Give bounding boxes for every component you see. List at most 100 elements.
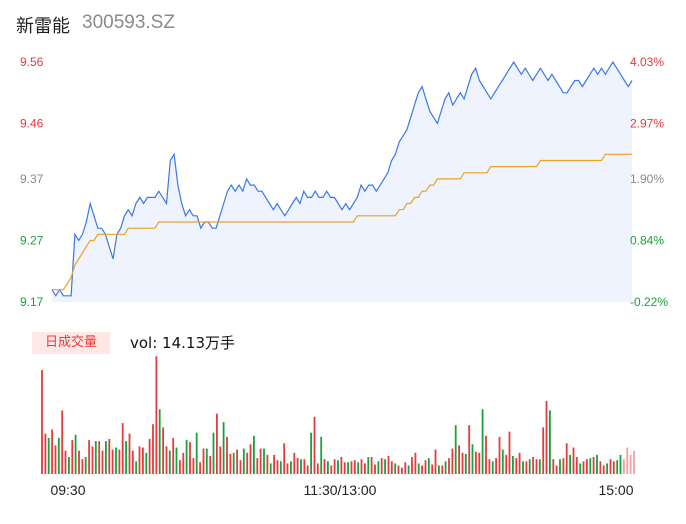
volume-bar [219, 446, 222, 474]
volume-bar [407, 465, 410, 474]
volume-bar [44, 433, 47, 474]
volume-bar [569, 454, 571, 474]
volume-bar [266, 454, 269, 474]
volume-bar [411, 457, 413, 474]
volume-bar [626, 447, 629, 474]
volume-bar [327, 461, 329, 474]
volume-bar [525, 461, 528, 474]
volume-bar [498, 436, 501, 474]
volume-bar [518, 452, 521, 474]
volume-bar [41, 370, 43, 474]
volume-bar [330, 465, 333, 474]
stock-code: 300593.SZ [82, 12, 175, 33]
volume-bar [552, 459, 555, 474]
volume-bar [320, 436, 323, 474]
volume-bar [360, 459, 363, 474]
volume-bar [478, 452, 481, 474]
volume-bar [179, 460, 181, 474]
volume-bar [612, 461, 615, 474]
volume-bar [481, 409, 484, 474]
volume-bar [111, 449, 114, 474]
volume-bar [609, 459, 612, 474]
volume-bar [364, 463, 366, 474]
volume-bar [347, 462, 349, 474]
y-tick-price-label: 9.27 [20, 233, 44, 247]
volume-bar [189, 442, 191, 474]
volume-bar [118, 449, 121, 474]
volume-bar [71, 440, 74, 474]
daily-volume-tab[interactable]: 日成交量 [32, 332, 110, 354]
volume-bar [377, 461, 380, 474]
volume-bar [545, 400, 548, 474]
y-tick-price-label: 9.17 [20, 295, 44, 309]
price-panel [51, 60, 633, 302]
volume-bar [505, 454, 508, 474]
volume-bar [451, 448, 454, 474]
volume-bar [313, 416, 316, 474]
volume-bar [538, 459, 541, 474]
volume-bar [246, 452, 249, 474]
volume-bar [394, 463, 397, 474]
volume-bar [471, 444, 474, 474]
volume-bar [306, 465, 309, 474]
volume-bar [212, 432, 215, 474]
volume-bar [461, 452, 464, 474]
volume-bar [185, 440, 188, 474]
volume-bar [535, 459, 538, 474]
volume-bar [131, 450, 134, 474]
volume-bar [421, 465, 423, 474]
volume-bar [323, 459, 326, 474]
volume-bar [283, 443, 286, 474]
volume-bar [253, 435, 255, 474]
volume-bar [57, 438, 60, 474]
volume-bar [192, 458, 195, 474]
volume-bar [333, 459, 336, 474]
volume-bar [202, 448, 205, 474]
y-axis-pct-labels: 4.03% 2.97% 1.90% 0.84% -0.22% [630, 55, 668, 309]
y-tick-pct-label: 2.97% [630, 117, 664, 131]
volume-bar [565, 443, 568, 474]
volume-bar [51, 429, 53, 474]
volume-bar [296, 458, 299, 474]
volume-bar [350, 461, 353, 474]
volume-bar [501, 449, 504, 474]
volume-bar [54, 445, 57, 474]
volume-bar [619, 454, 622, 474]
y-tick-price-label: 9.37 [20, 172, 44, 186]
volume-bar [337, 460, 339, 474]
volume-bar [512, 456, 514, 474]
volume-bar [222, 422, 225, 474]
volume-bar [256, 458, 259, 474]
volume-bar [592, 457, 595, 474]
volume-bar [572, 447, 575, 474]
volume-bar [357, 462, 360, 474]
volume-bar [464, 453, 467, 474]
volume-bar [424, 460, 427, 474]
y-tick-price-label: 9.56 [20, 55, 44, 69]
volume-bar [205, 448, 208, 474]
volume-bar [380, 458, 383, 474]
volume-bar [582, 461, 585, 474]
volume-bar [195, 432, 198, 474]
volume-bar [606, 463, 608, 474]
volume-bar [148, 439, 151, 474]
volume-bar [269, 463, 272, 474]
volume-bar [286, 463, 289, 474]
volume-bar [559, 459, 561, 474]
stock-name: 新雷能 [16, 16, 70, 37]
volume-bar [316, 463, 319, 474]
volume-bar [370, 457, 373, 474]
volume-bar [279, 461, 282, 474]
volume-bar [438, 465, 440, 474]
volume-bar [444, 461, 447, 474]
y-tick-price-label: 9.46 [20, 117, 44, 131]
y-axis-price-labels: 9.56 9.46 9.37 9.27 9.17 [20, 55, 44, 309]
volume-bar [555, 465, 558, 474]
y-tick-pct-label: 1.90% [630, 172, 664, 186]
volume-bar [125, 441, 127, 474]
volume-bar [138, 446, 141, 474]
volume-bar [522, 461, 524, 474]
volume-bar [209, 456, 212, 474]
volume-bar [542, 427, 545, 474]
